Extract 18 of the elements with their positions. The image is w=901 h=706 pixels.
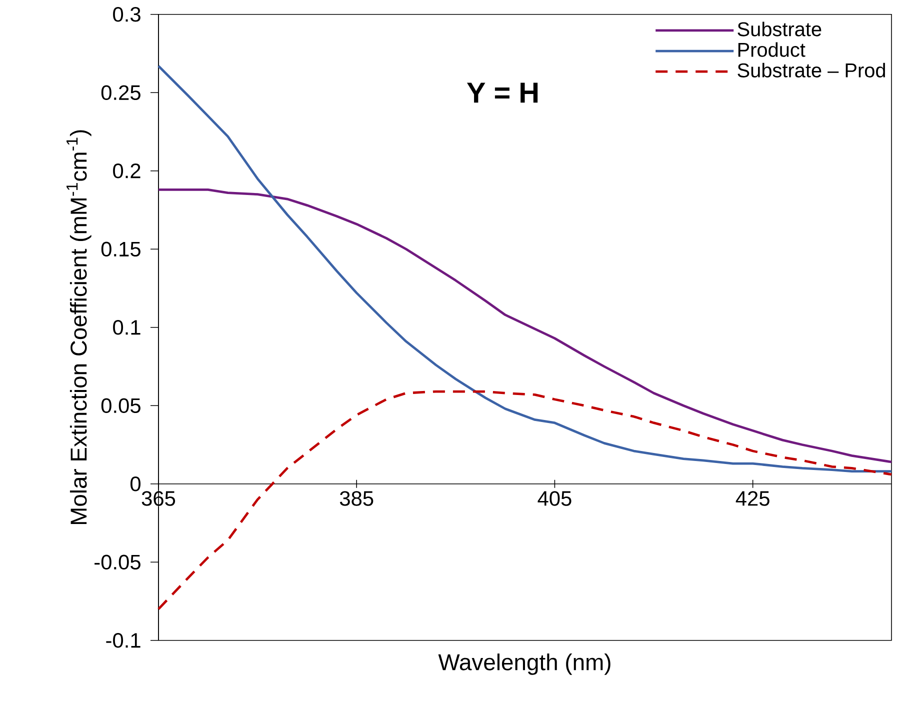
y-tick-label: 0.3 [113, 6, 140, 22]
annotation: Y = H [466, 82, 538, 103]
x-tick-label: 385 [340, 491, 374, 506]
y-tick-label: 0.15 [101, 242, 140, 256]
y-tick-label: 0.1 [113, 320, 140, 335]
x-tick-label: 405 [538, 491, 572, 506]
legend-label: Product [738, 42, 806, 57]
y-tick-label: -0.1 [106, 632, 140, 648]
y-axis-title: Molar Extinction Coefficient (mM$^{-1}$cm$^{-1}$) [66, 130, 92, 524]
y-tick-label: -0.05 [94, 554, 140, 570]
y-tick-label: 0.05 [101, 398, 140, 413]
y-tick-label: 0 [130, 476, 140, 492]
legend-label: Substrate – Prod [738, 62, 885, 78]
y-tick-label: 0.25 [101, 85, 140, 100]
x-tick-label: 425 [736, 491, 770, 506]
x-axis-title: Wavelength (nm) [438, 654, 610, 675]
y-tick-label: 0.2 [113, 163, 140, 178]
legend-label: Substrate [738, 22, 822, 36]
